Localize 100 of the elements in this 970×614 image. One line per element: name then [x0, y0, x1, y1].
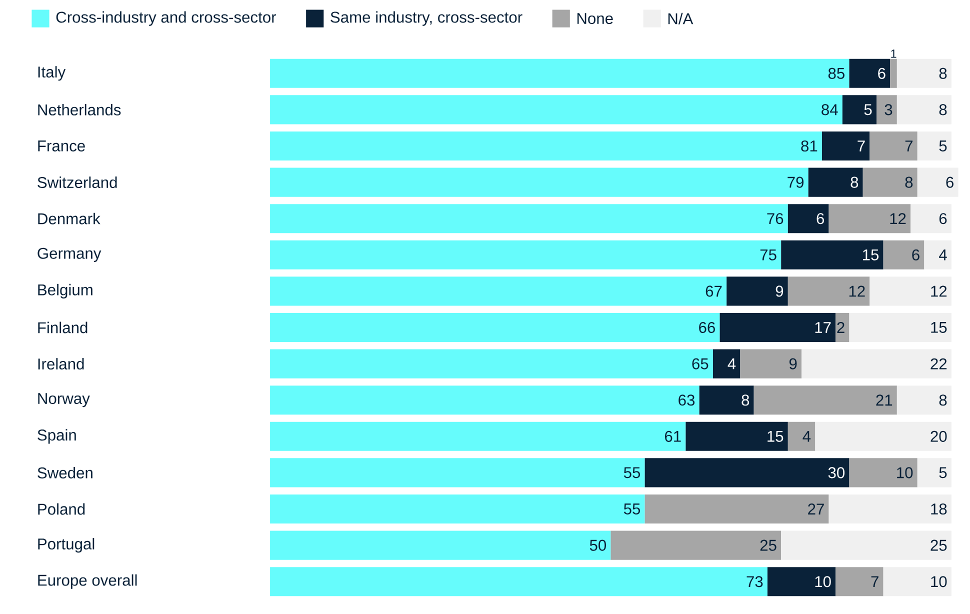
legend-label: Same industry, cross-sector	[330, 11, 522, 26]
y-tick-label: Ireland	[38, 358, 84, 370]
bar	[836, 567, 884, 596]
bar	[870, 132, 918, 161]
bar	[644, 458, 850, 488]
bar	[270, 276, 727, 306]
bar	[917, 458, 952, 488]
data-label: 21	[876, 394, 892, 406]
bar	[828, 204, 911, 234]
bar	[270, 58, 850, 88]
bar	[712, 349, 740, 378]
bar	[849, 458, 918, 488]
bar	[699, 386, 754, 415]
y-tick-label: Belgium	[38, 284, 92, 299]
data-label: 8	[905, 176, 913, 188]
data-label: 4	[802, 431, 811, 442]
bar	[781, 530, 952, 560]
data-label: 25	[930, 540, 947, 551]
data-label: 9	[776, 286, 784, 297]
bar	[808, 168, 863, 197]
y-tick-label: Switzerland	[38, 176, 117, 188]
data-label: 4	[939, 250, 947, 260]
data-label: 67	[706, 286, 722, 297]
bar	[726, 276, 788, 306]
data-label: 84	[822, 104, 838, 116]
data-label: 5	[864, 104, 872, 116]
data-label: 5	[939, 140, 947, 152]
bar	[890, 58, 897, 88]
bar	[270, 386, 700, 415]
y-tick-label: Europe overall	[38, 574, 137, 589]
bar	[802, 349, 952, 378]
legend-label: N/A	[668, 12, 694, 24]
data-label: 7	[905, 140, 912, 152]
data-label: 8	[939, 68, 947, 79]
y-tick-label: Spain	[38, 429, 76, 444]
y-tick-label: Netherlands	[38, 104, 121, 116]
bar	[896, 58, 952, 88]
data-label: 15	[931, 322, 947, 333]
data-label: 76	[767, 213, 784, 224]
bar	[883, 567, 952, 596]
bar	[270, 458, 645, 488]
data-label: 61	[665, 430, 681, 442]
data-label: 30	[828, 467, 845, 478]
y-tick-label: Germany	[38, 248, 102, 262]
bar	[870, 276, 952, 306]
bar	[849, 58, 890, 88]
bar	[270, 422, 686, 451]
bar	[910, 204, 952, 234]
data-label: 63	[678, 394, 695, 406]
bar	[644, 494, 829, 524]
bar	[836, 313, 850, 342]
y-tick-label: Denmark	[38, 212, 100, 224]
data-label: 6	[816, 213, 824, 224]
bar	[720, 313, 836, 342]
y-tick-label: Norway	[38, 393, 90, 408]
data-label: 15	[768, 430, 784, 442]
data-label: 8	[742, 394, 750, 406]
y-tick-label: France	[38, 140, 85, 152]
data-label: 50	[590, 540, 606, 551]
data-label: 10	[931, 576, 947, 588]
data-label: 10	[815, 576, 831, 588]
y-tick-label: Portugal	[38, 538, 94, 553]
data-label: 17	[815, 322, 831, 333]
data-label: 85	[828, 68, 844, 79]
bar	[883, 240, 924, 270]
data-label: 7	[858, 140, 865, 152]
bar	[822, 132, 870, 161]
data-label: 12	[890, 213, 906, 224]
bar	[610, 530, 782, 560]
bar	[849, 313, 952, 342]
bar	[270, 313, 720, 342]
bar	[876, 95, 897, 124]
data-label: 55	[624, 467, 640, 478]
data-label: 6	[912, 249, 920, 260]
bar	[862, 168, 918, 197]
data-label: 81	[801, 140, 818, 152]
bar	[828, 494, 952, 524]
bar	[842, 95, 877, 124]
legend-label: Cross-industry and cross-sector	[56, 11, 276, 26]
data-label: 8	[939, 104, 947, 116]
bar	[815, 422, 952, 451]
bar	[270, 494, 645, 524]
y-tick-label: Poland	[38, 503, 85, 515]
bar	[270, 95, 842, 124]
data-label: 66	[699, 322, 715, 334]
data-label: 22	[930, 358, 947, 370]
y-tick-label: Italy	[38, 66, 66, 81]
data-label: 6	[946, 176, 954, 188]
data-label: 5	[939, 467, 947, 478]
bar	[767, 567, 836, 596]
bar	[270, 530, 611, 560]
bar	[788, 204, 829, 234]
data-label: 20	[930, 430, 947, 442]
y-tick-label: Sweden	[38, 467, 92, 478]
legend-label: None	[577, 13, 613, 24]
data-label: 6	[878, 68, 886, 79]
bar	[896, 386, 952, 415]
bar	[788, 422, 816, 451]
bar	[270, 204, 788, 234]
data-label: 4	[728, 358, 736, 370]
